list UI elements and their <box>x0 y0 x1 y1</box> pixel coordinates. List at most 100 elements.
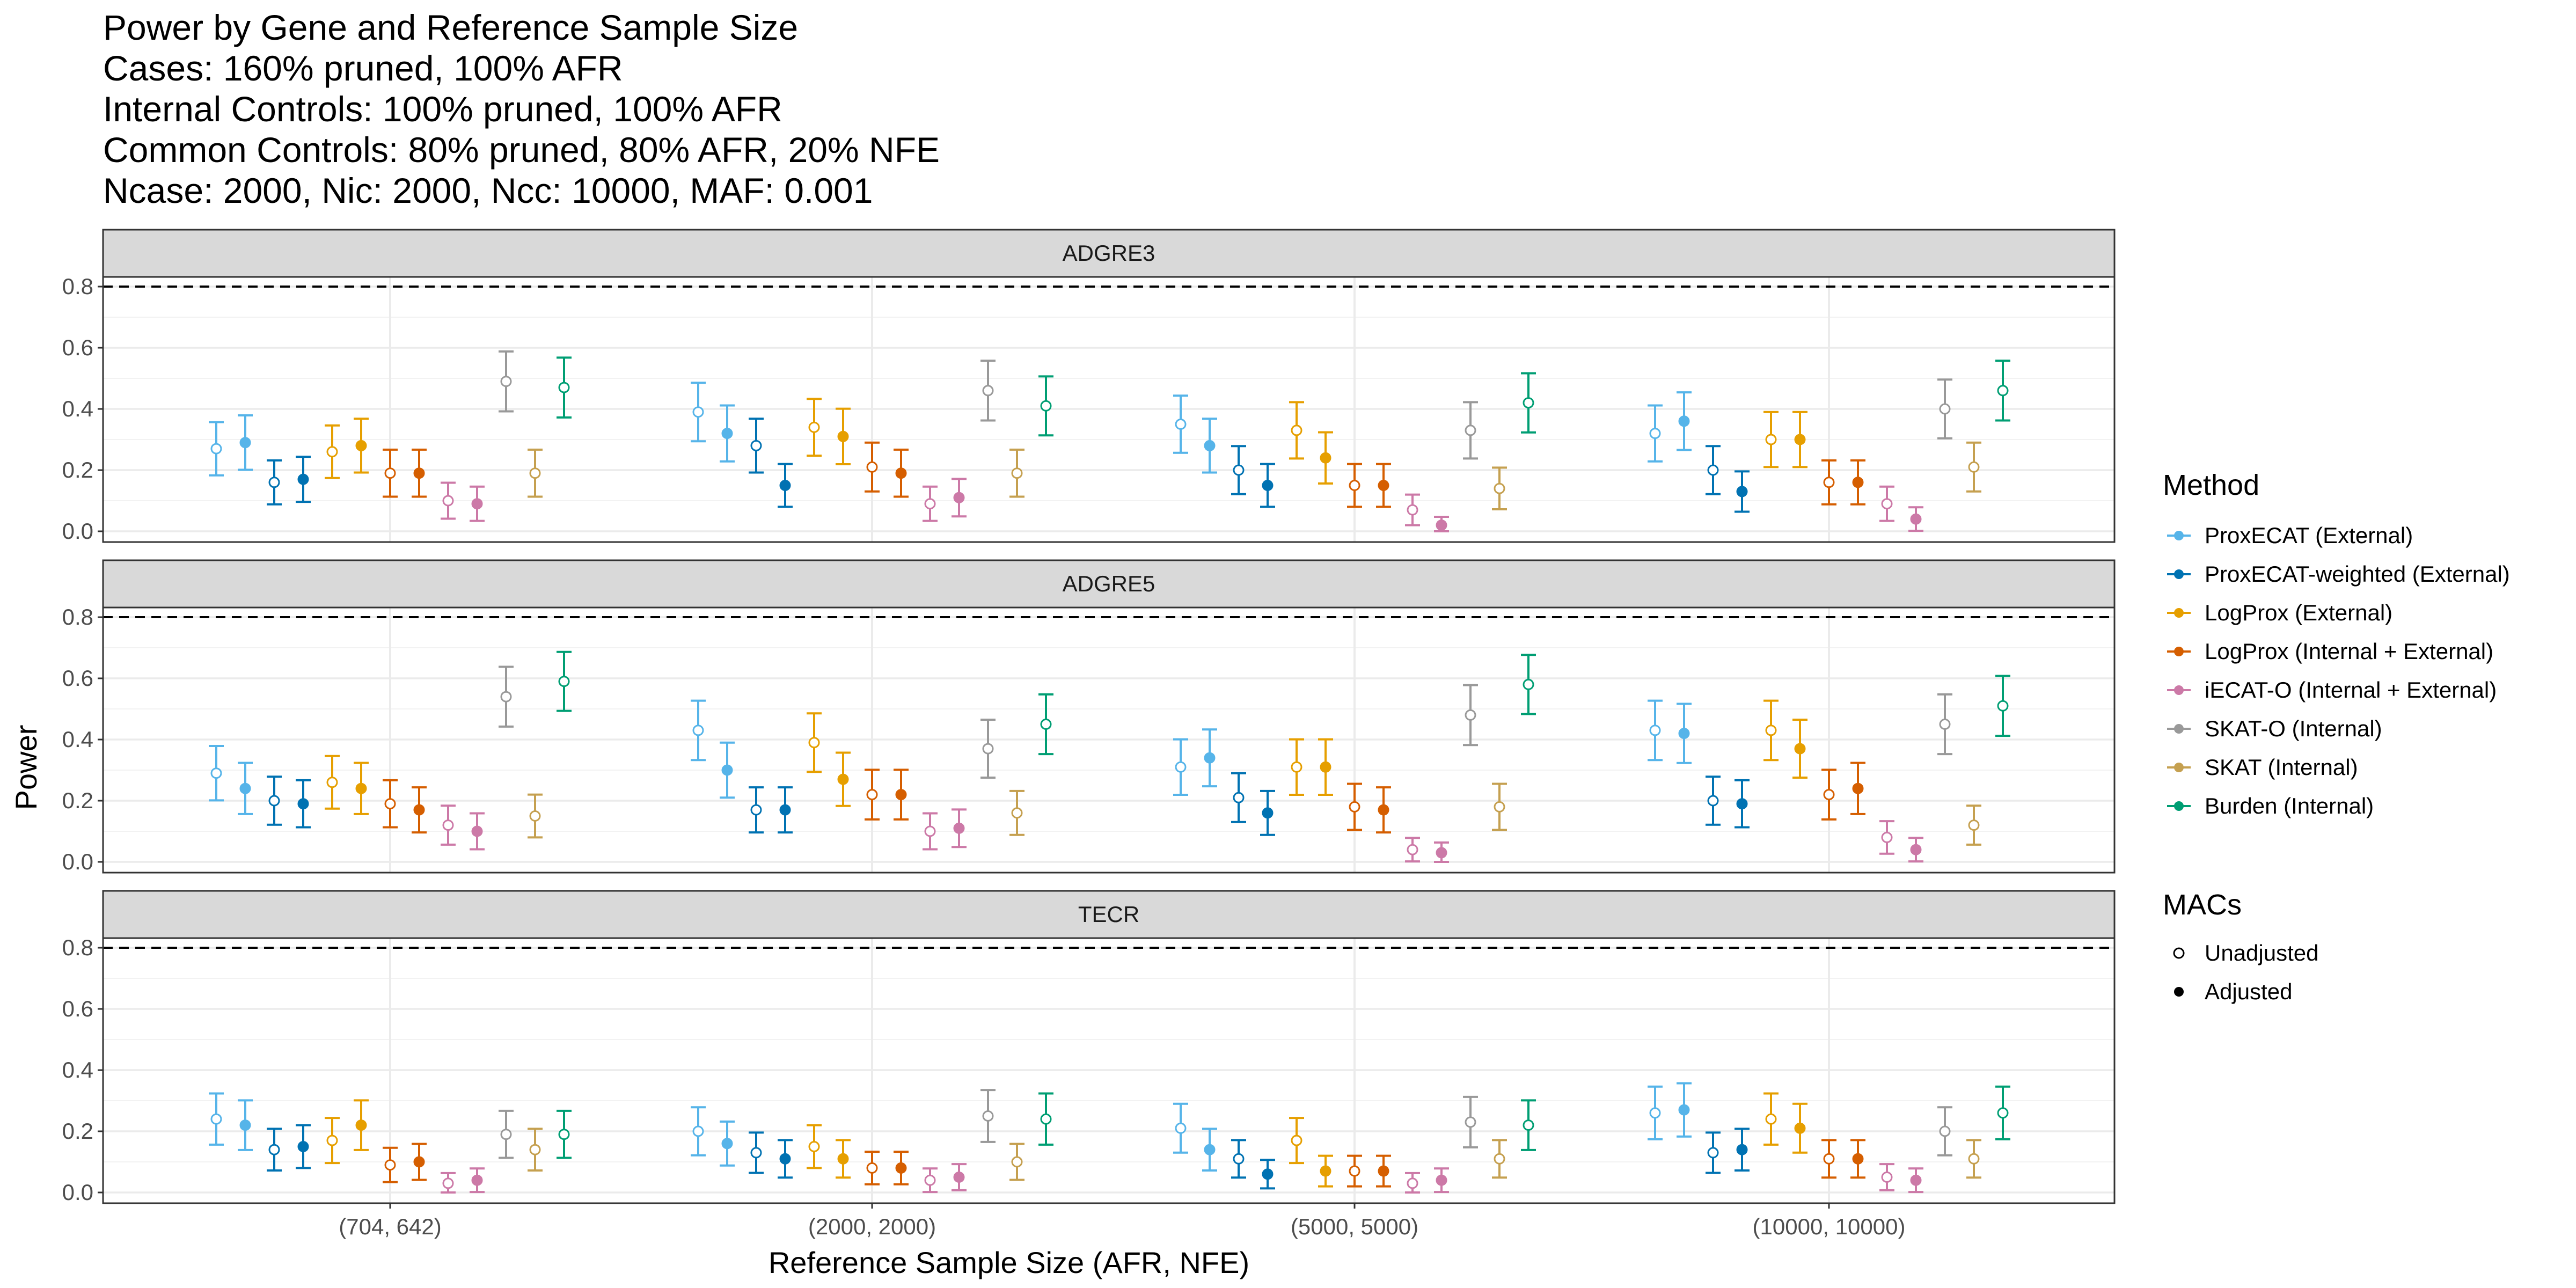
legend-key-point <box>2174 647 2184 656</box>
data-point-adjusted <box>1378 480 1389 491</box>
data-point-adjusted <box>1204 440 1216 451</box>
data-point-adjusted <box>837 1153 849 1165</box>
data-point-unadjusted <box>326 1135 338 1146</box>
data-point-unadjusted <box>1494 801 1505 813</box>
facet-strip <box>102 229 2116 278</box>
data-point-unadjusted <box>1707 795 1719 807</box>
data-point-adjusted <box>1852 477 1864 488</box>
data-point-unadjusted <box>1968 461 1980 473</box>
y-tick-label: 0.4 <box>62 727 93 752</box>
data-point-unadjusted <box>808 421 820 433</box>
data-point-adjusted <box>1678 415 1690 427</box>
data-point-unadjusted <box>1011 1156 1023 1168</box>
data-point-unadjusted <box>1233 464 1245 476</box>
data-point-unadjusted <box>866 1162 878 1174</box>
data-point-unadjusted <box>1881 831 1893 843</box>
data-point-unadjusted <box>1939 403 1951 415</box>
data-point-unadjusted <box>866 789 878 801</box>
facet-strip-label: ADGRE5 <box>1063 571 1155 596</box>
data-point-unadjusted <box>529 1144 541 1155</box>
legend-key-point <box>2174 801 2184 811</box>
data-point-adjusted <box>355 1119 367 1131</box>
data-point-unadjusted <box>1649 724 1661 736</box>
y-tick-label: 0.0 <box>62 518 93 544</box>
data-point-unadjusted <box>210 1113 222 1125</box>
data-point-unadjusted <box>982 385 994 397</box>
data-point-unadjusted <box>558 676 570 687</box>
data-point-unadjusted <box>1349 801 1360 813</box>
data-point-unadjusted <box>1040 400 1052 412</box>
data-point-adjusted <box>953 492 965 503</box>
data-point-unadjusted <box>1291 1135 1302 1146</box>
data-point-unadjusted <box>1523 397 1534 409</box>
data-point-adjusted <box>239 1119 251 1131</box>
data-point-adjusted <box>837 773 849 785</box>
y-tick-label: 0.6 <box>62 335 93 360</box>
y-tick-label: 0.2 <box>62 788 93 813</box>
data-point-unadjusted <box>500 691 512 702</box>
data-point-unadjusted <box>1407 844 1418 855</box>
data-point-unadjusted <box>326 446 338 458</box>
data-point-unadjusted <box>808 737 820 749</box>
y-tick-label: 0.8 <box>62 935 93 960</box>
data-point-unadjusted <box>1939 1125 1951 1137</box>
data-point-unadjusted <box>1465 709 1476 721</box>
data-point-adjusted <box>1678 728 1690 740</box>
data-point-adjusted <box>1262 1168 1274 1180</box>
data-point-unadjusted <box>1823 477 1835 488</box>
panel-border <box>102 276 2116 543</box>
data-point-unadjusted <box>442 1177 454 1189</box>
data-point-adjusted <box>1910 844 1922 855</box>
data-point-adjusted <box>895 467 907 479</box>
x-tick-label: (5000, 5000) <box>1291 1214 1418 1239</box>
title-line: Ncase: 2000, Nic: 2000, Ncc: 10000, MAF:… <box>103 171 873 210</box>
data-point-adjusted <box>1852 782 1864 794</box>
data-point-adjusted <box>1436 519 1447 531</box>
data-point-unadjusted <box>210 767 222 779</box>
data-point-unadjusted <box>1765 1113 1777 1125</box>
data-point-adjusted <box>721 428 733 440</box>
data-point-unadjusted <box>1823 1153 1835 1165</box>
data-point-adjusted <box>1736 1144 1748 1155</box>
data-point-adjusted <box>721 764 733 776</box>
data-point-adjusted <box>471 825 483 837</box>
y-tick-label: 0.2 <box>62 457 93 482</box>
x-tick-label: (10000, 10000) <box>1753 1214 1906 1239</box>
legend-item-label: ProxECAT (External) <box>2205 523 2413 548</box>
data-point-unadjusted <box>1494 1153 1505 1165</box>
data-point-adjusted <box>895 1162 907 1174</box>
facet-panels: ADGRE3 0.0 0.2 0.4 0.6 0.8 ADGRE5 0.0 0.2 0.4 0.6 0… <box>62 229 2116 1205</box>
data-point-unadjusted <box>866 461 878 473</box>
legend-key-point <box>2174 531 2184 540</box>
facet-panel-adgre3: ADGRE3 0.0 0.2 0.4 0.6 0.8 <box>62 229 2116 544</box>
data-point-unadjusted <box>982 1110 994 1122</box>
title-line: Internal Controls: 100% pruned, 100% AFR <box>103 89 782 129</box>
legend-title-method: Method <box>2163 469 2259 501</box>
title-line: Power by Gene and Reference Sample Size <box>103 8 798 47</box>
legend-key-point <box>2174 569 2184 579</box>
data-point-unadjusted <box>1040 719 1052 730</box>
data-point-unadjusted <box>924 498 936 510</box>
legend-key-unadjusted <box>2173 947 2185 959</box>
data-point-adjusted <box>1204 1144 1216 1155</box>
data-point-unadjusted <box>529 467 541 479</box>
data-point-adjusted <box>779 480 791 491</box>
data-point-adjusted <box>1320 761 1331 773</box>
data-point-unadjusted <box>1968 819 1980 831</box>
data-point-adjusted <box>355 782 367 794</box>
data-point-adjusted <box>1910 513 1922 525</box>
y-tick-label: 0.6 <box>62 996 93 1021</box>
y-tick-label: 0.0 <box>62 849 93 874</box>
data-point-unadjusted <box>1997 1107 2009 1119</box>
data-point-adjusted <box>413 467 425 479</box>
data-point-adjusted <box>1204 752 1216 764</box>
data-point-unadjusted <box>384 1159 396 1171</box>
data-point-unadjusted <box>268 477 280 488</box>
data-point-adjusted <box>1736 486 1748 497</box>
legend-key-point <box>2174 608 2184 618</box>
facet-strip <box>102 559 2116 609</box>
data-point-unadjusted <box>1291 425 1302 436</box>
legend-item-label: iECAT-O (Internal + External) <box>2205 677 2497 702</box>
data-point-adjusted <box>1436 1174 1447 1186</box>
data-point-adjusted <box>1852 1153 1864 1165</box>
